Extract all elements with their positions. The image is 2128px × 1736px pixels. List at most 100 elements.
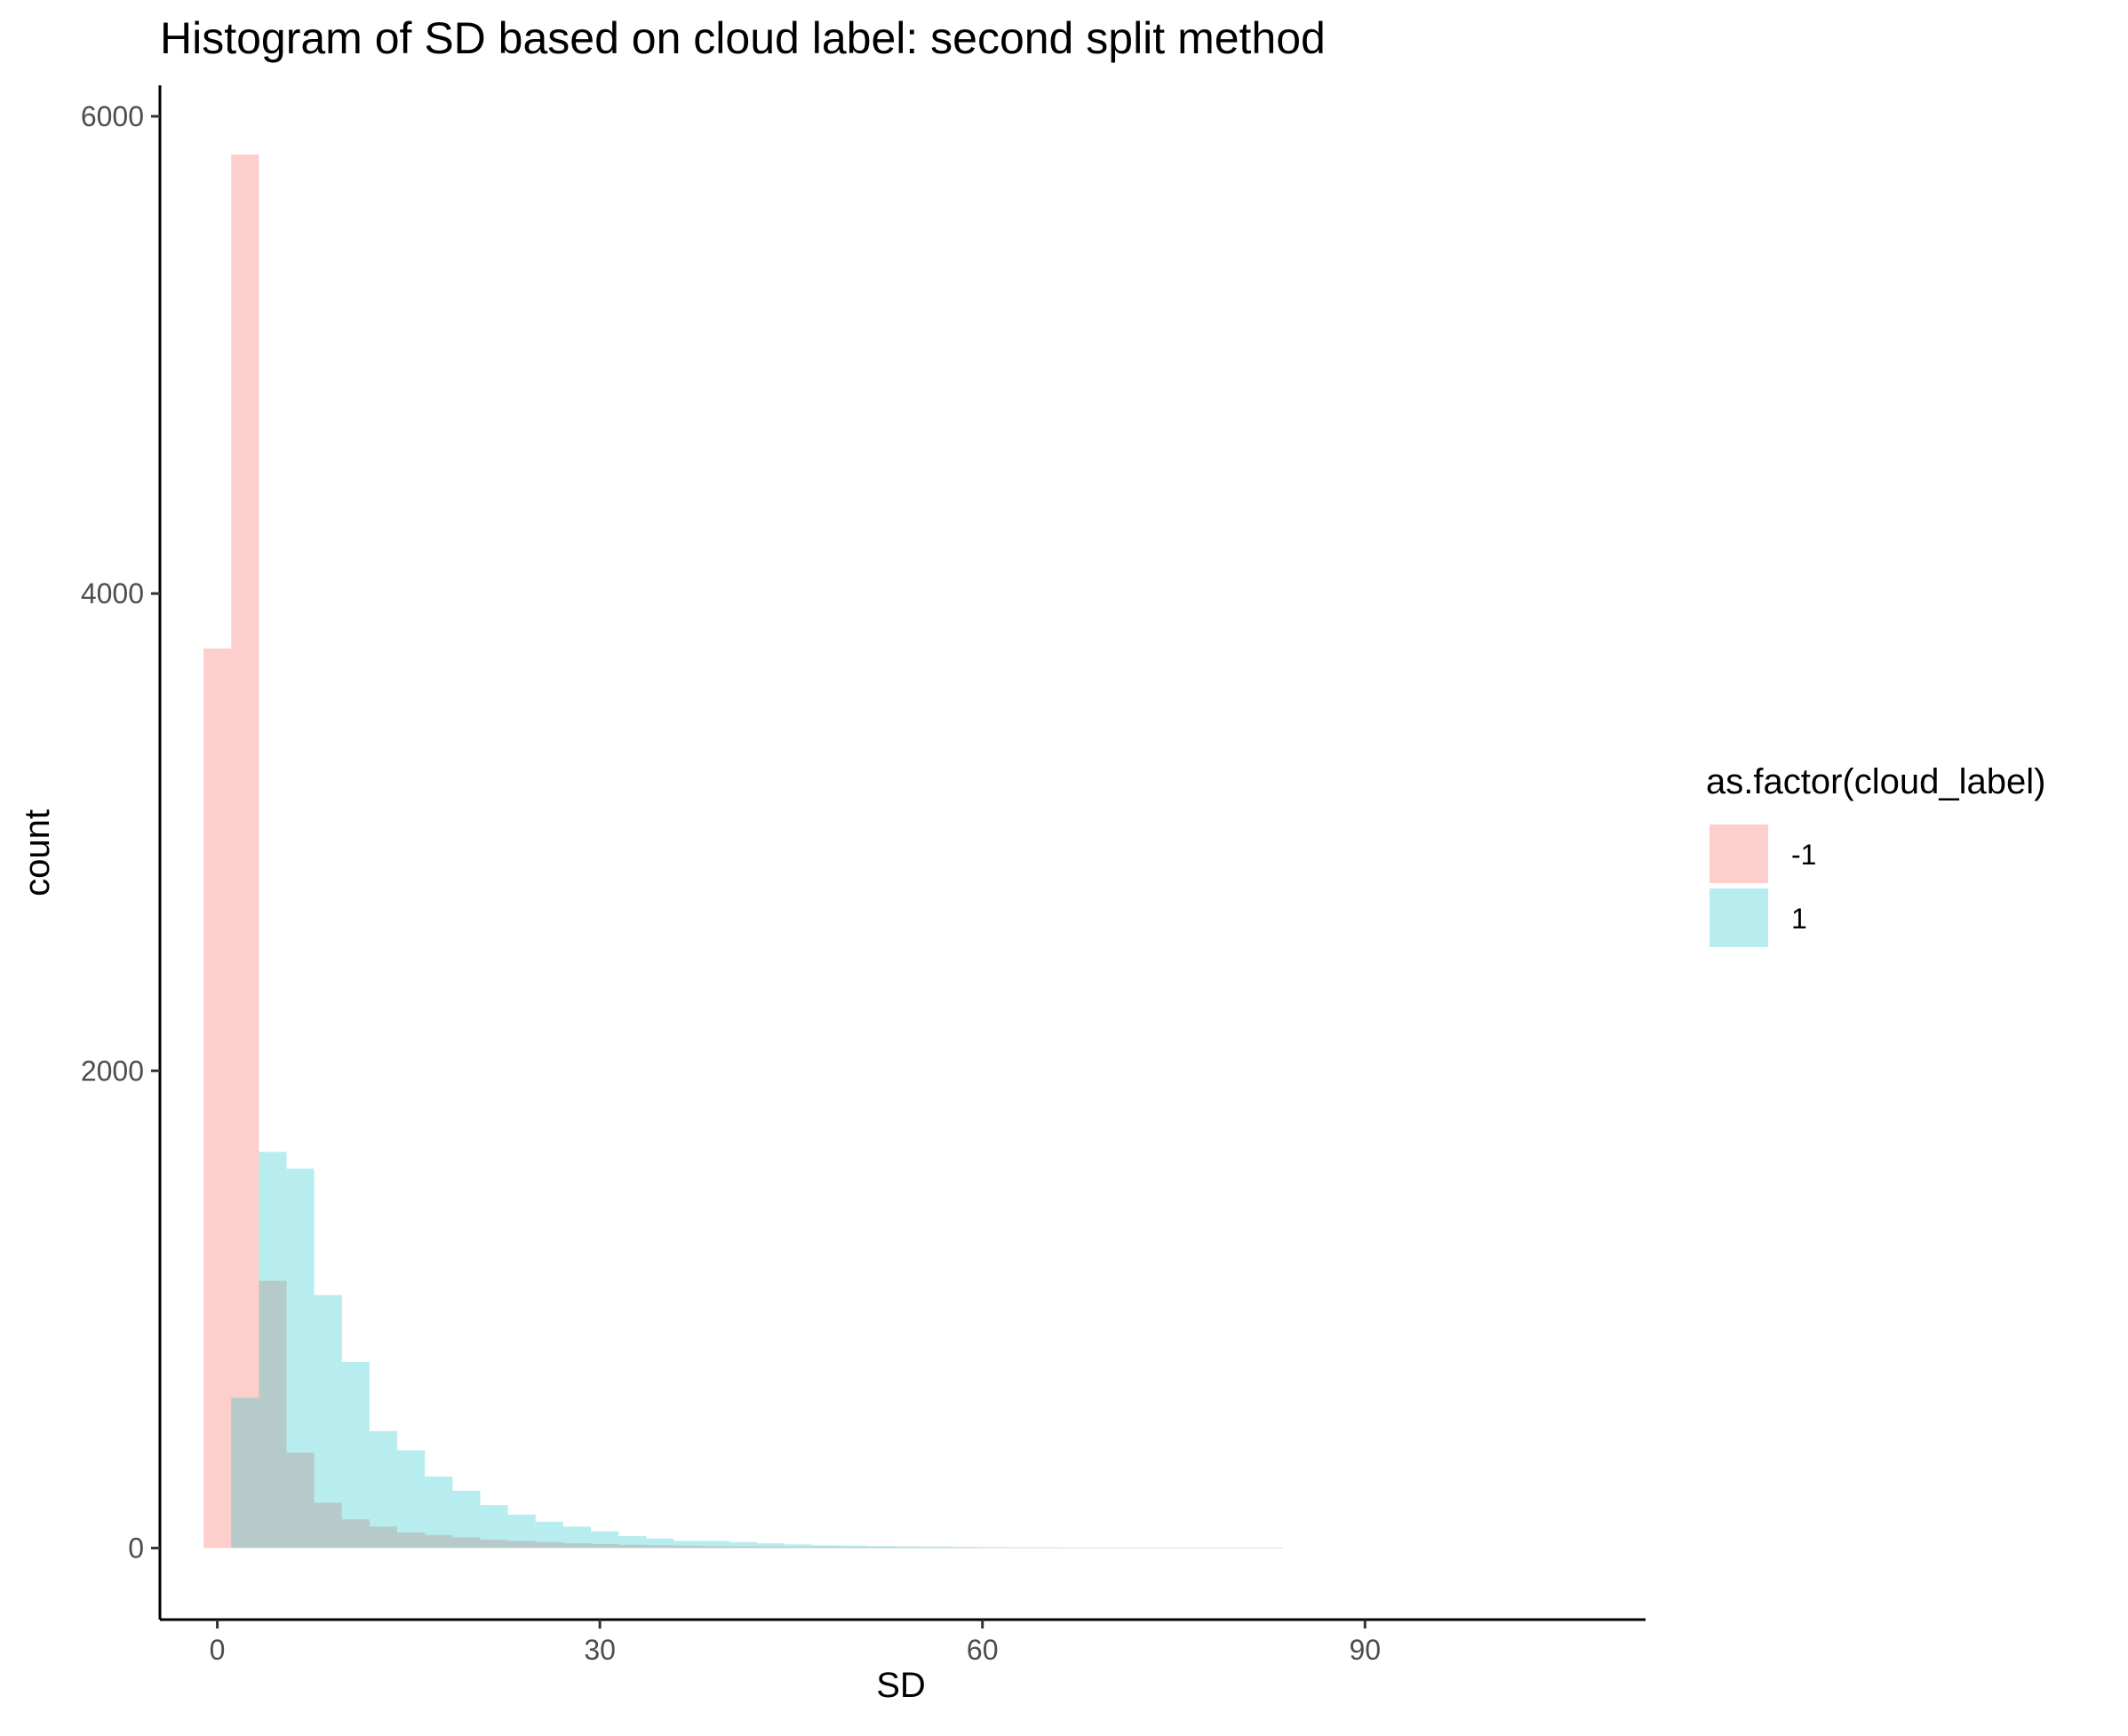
histogram-bar — [1116, 1548, 1144, 1549]
histogram-bar — [729, 1541, 757, 1549]
histogram-bar — [425, 1476, 453, 1549]
histogram-bar — [535, 1521, 563, 1549]
histogram-bar — [950, 1547, 979, 1549]
histogram-bar — [1006, 1547, 1034, 1549]
series-neg1-bars — [203, 154, 1283, 1549]
histogram-bar — [1033, 1547, 1062, 1549]
histogram-bar — [286, 1452, 315, 1549]
series-pos1-bars — [231, 1151, 1283, 1549]
histogram-bar — [1088, 1548, 1117, 1549]
histogram-bar — [480, 1505, 508, 1549]
x-tick-label: 60 — [967, 1634, 999, 1666]
histogram-bar — [369, 1526, 398, 1549]
histogram-bar — [895, 1546, 923, 1549]
legend: as.factor(cloud_label) -1 1 — [1706, 762, 2045, 947]
y-axis-title: count — [18, 809, 57, 896]
histogram-bar — [1172, 1548, 1200, 1549]
histogram-bar — [701, 1546, 729, 1549]
histogram-bar — [591, 1531, 619, 1549]
histogram-bar — [1255, 1548, 1283, 1549]
histogram-bar — [231, 154, 259, 1549]
histogram-bar — [1227, 1548, 1255, 1549]
histogram-bar — [507, 1541, 536, 1549]
chart-title: Histogram of SD based on cloud label: se… — [160, 13, 1326, 63]
histogram-bar — [480, 1540, 508, 1549]
histogram-bar — [259, 1280, 287, 1549]
histogram-bar — [1088, 1547, 1117, 1549]
histogram-bar — [978, 1547, 1007, 1549]
histogram-bar — [1199, 1548, 1228, 1549]
histogram-bar — [785, 1544, 813, 1549]
histogram-bar — [425, 1534, 453, 1549]
histogram-bar — [452, 1490, 481, 1549]
x-tick-label: 90 — [1349, 1634, 1381, 1666]
histogram-bar — [646, 1538, 674, 1549]
y-tick-label: 4000 — [81, 577, 144, 609]
histogram-bar — [673, 1545, 702, 1549]
histogram-bar — [756, 1546, 785, 1549]
histogram-bar — [1227, 1548, 1255, 1549]
histogram-bar — [1033, 1547, 1062, 1549]
histogram-bar — [1061, 1547, 1089, 1549]
legend-label: 1 — [1791, 903, 1807, 935]
histogram-bar — [950, 1547, 979, 1549]
histogram-bar — [259, 1151, 287, 1549]
y-tick-label: 0 — [128, 1532, 144, 1564]
histogram-bar — [314, 1294, 342, 1549]
histogram-bar — [369, 1430, 398, 1549]
histogram-bar — [922, 1546, 951, 1549]
histogram-bar — [203, 648, 232, 1549]
histogram-bar — [673, 1541, 702, 1549]
histogram-bar — [341, 1519, 370, 1549]
x-axis-ticks: 0 30 60 90 — [210, 1620, 1381, 1666]
histogram-bar — [1006, 1547, 1034, 1549]
histogram-bar — [562, 1543, 592, 1549]
histogram-bar — [397, 1532, 426, 1549]
histogram-bar — [785, 1547, 813, 1549]
histogram-bar — [895, 1547, 923, 1549]
histogram-bar — [1061, 1547, 1089, 1549]
histogram-bar — [812, 1545, 841, 1549]
y-tick-label: 6000 — [81, 100, 144, 132]
histogram-bar — [1255, 1548, 1283, 1549]
histogram-bar — [591, 1543, 619, 1549]
histogram-bar — [867, 1546, 896, 1549]
histogram-bar — [812, 1547, 841, 1549]
legend-items: -1 1 — [1710, 824, 1816, 947]
histogram-bar — [922, 1547, 951, 1549]
histogram-bar — [314, 1502, 342, 1549]
histogram-bar — [618, 1544, 647, 1549]
histogram-bar — [701, 1541, 729, 1549]
y-tick-label: 2000 — [81, 1055, 144, 1087]
histogram-bar — [618, 1536, 647, 1549]
histogram-bar — [756, 1543, 785, 1549]
histogram-bar — [341, 1361, 370, 1549]
x-tick-label: 0 — [210, 1634, 226, 1666]
histogram-bar — [840, 1545, 868, 1549]
histogram-bar — [535, 1541, 563, 1549]
histogram-bar — [867, 1547, 896, 1549]
histogram-bar — [507, 1514, 536, 1549]
y-axis-ticks: 0 2000 4000 6000 — [81, 100, 160, 1564]
x-axis-title: SD — [876, 1666, 926, 1705]
histogram-bar — [1116, 1547, 1144, 1549]
legend-key-swatch — [1710, 888, 1768, 947]
histogram-bar — [978, 1547, 1007, 1549]
x-tick-label: 30 — [584, 1634, 616, 1666]
histogram-bar — [452, 1537, 481, 1549]
histogram-bar — [1172, 1548, 1200, 1549]
bars-layer — [203, 154, 1283, 1549]
histogram-bar — [1144, 1548, 1173, 1549]
histogram-bar — [1199, 1548, 1228, 1549]
histogram-bar — [562, 1526, 592, 1549]
histogram-bar — [729, 1546, 757, 1549]
legend-label: -1 — [1791, 839, 1816, 871]
histogram-bar — [840, 1547, 868, 1549]
legend-title: as.factor(cloud_label) — [1706, 762, 2045, 801]
histogram-bar — [397, 1450, 426, 1549]
legend-key-swatch — [1710, 824, 1768, 883]
histogram-bar — [231, 1398, 259, 1549]
histogram-bar — [286, 1168, 315, 1549]
histogram-bar — [1144, 1548, 1173, 1549]
